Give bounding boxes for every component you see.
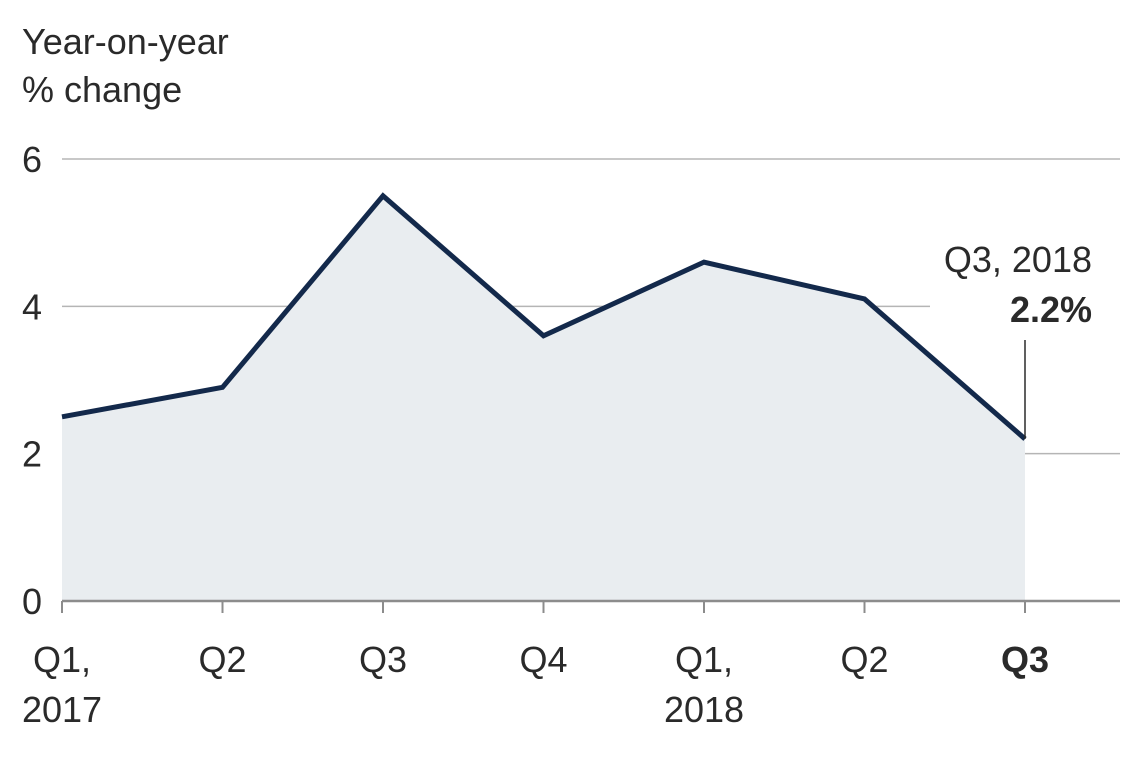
axes	[61, 599, 1120, 613]
series-line	[61, 192, 1027, 441]
x-tick-label: 2018	[664, 689, 744, 730]
x-tick-label: 2017	[22, 689, 102, 730]
x-tick-label: Q3	[1001, 639, 1049, 680]
y-tick-label: 2	[22, 434, 42, 475]
x-tick-label: Q1,	[33, 639, 91, 680]
y-tick-label: 0	[22, 581, 42, 622]
annotation: Q3, 2018 2.2%	[944, 239, 1092, 439]
tick-labels: 0 2 4 6 Q1, 2017 Q2 Q3 Q4 Q1, 2018 Q2 Q3	[22, 139, 1049, 730]
y-axis-label-line-2: % change	[22, 69, 183, 110]
x-tick-label: Q2	[198, 639, 246, 680]
annotation-label: Q3, 2018	[944, 239, 1092, 280]
series-line-layer	[61, 192, 1027, 441]
area-fill-layer	[62, 195, 1025, 602]
y-tick-label: 6	[22, 139, 42, 180]
y-tick-label: 4	[22, 286, 42, 327]
x-tick-label: Q1,	[675, 639, 733, 680]
area-fill	[62, 195, 1025, 602]
annotation-value: 2.2%	[1010, 289, 1092, 330]
y-axis-label-line-1: Year-on-year	[22, 21, 229, 62]
x-tick-label: Q2	[840, 639, 888, 680]
x-tick-label: Q3	[359, 639, 407, 680]
y-axis-label: Year-on-year % change	[22, 18, 229, 114]
x-tick-label: Q4	[519, 639, 567, 680]
